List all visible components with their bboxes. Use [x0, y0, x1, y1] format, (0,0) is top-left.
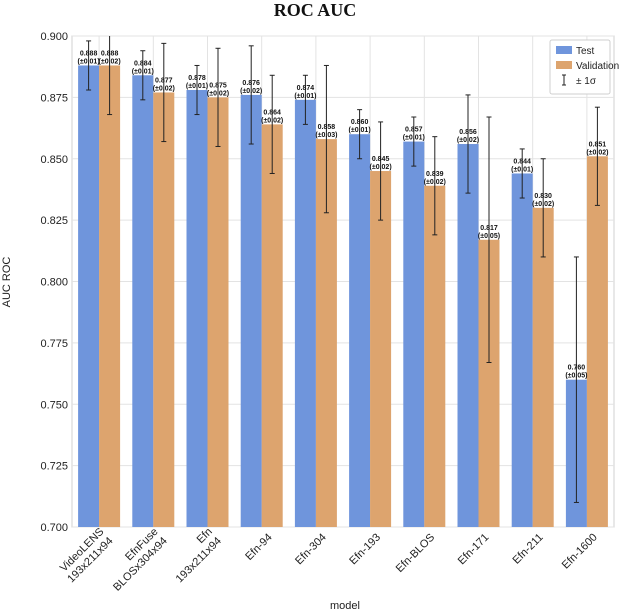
bar-test-2	[186, 90, 208, 527]
x-tick-text: Efn-BLOS	[394, 531, 438, 575]
x-axis-label: model	[330, 600, 360, 611]
data-label-validation-7: 0.817 (±0.05)	[478, 225, 500, 240]
x-tick-label-9: Efn-1600	[560, 531, 600, 571]
y-tick-label: 0.700	[40, 522, 68, 534]
x-tick-label-3: Efn-94	[243, 531, 274, 562]
bar-validation-4	[315, 139, 337, 528]
legend: Test Validation ± 1σ	[549, 39, 619, 95]
bar-validation-9	[586, 156, 608, 528]
data-label-validation-5: 0.845 (±0.02)	[370, 156, 392, 171]
x-tick-text: Efn-1600	[560, 531, 600, 571]
x-tick-label-5: Efn-193	[347, 531, 383, 567]
data-label-test-1: 0.884 (±0.01)	[132, 60, 154, 75]
bar-test-3	[240, 94, 262, 528]
bar-validation-5	[370, 171, 392, 527]
x-tick-label-1: EfnFuseBLOSx304x94	[102, 526, 170, 594]
bar-validation-7	[478, 239, 500, 527]
y-tick-label: 0.825	[40, 215, 68, 227]
y-tick-label: 0.900	[40, 31, 68, 43]
y-tick-labels: 0.700 0.725 0.750 0.775 0.800 0.825 0.850 0.875…	[40, 31, 68, 534]
data-labels-layer: 0.888 (±0.01) 0.884 (±0.01)0.878 (±0.01) 0.87…	[78, 50, 609, 379]
data-label-validation-4: 0.858 (±0.03)	[315, 124, 337, 139]
x-tick-text: Efn-193	[347, 531, 383, 567]
y-tick-label: 0.875	[40, 92, 68, 104]
legend-label-0: Test	[576, 46, 595, 57]
x-tick-text: Efn-171	[456, 531, 492, 567]
x-tick-labels: VideoLENS193x211x94 EfnFuseBLOSx304x94 Efn…	[56, 526, 600, 594]
data-label-validation-0: 0.888 (±0.02)	[99, 50, 121, 65]
x-tick-label-7: Efn-171	[456, 531, 492, 567]
legend-label-1: Validation	[576, 61, 619, 72]
x-tick-label-8: Efn-211	[510, 531, 545, 566]
bar-test-7	[457, 144, 479, 527]
x-tick-text: EfnFuseBLOSx304x94	[102, 526, 170, 594]
data-label-test-8: 0.844 (±0.01)	[511, 158, 533, 173]
legend-swatch-0	[556, 46, 572, 54]
bar-validation-8	[532, 207, 554, 527]
legend-swatch-1	[556, 61, 572, 69]
bar-test-5	[349, 134, 371, 527]
y-tick-label: 0.850	[40, 154, 68, 166]
data-label-validation-8: 0.830 (±0.02)	[532, 193, 554, 208]
data-label-validation-2: 0.875 (±0.02)	[207, 82, 229, 97]
bar-test-4	[294, 99, 316, 527]
bar-validation-6	[424, 185, 446, 527]
x-tick-text: VideoLENS193x211x94	[56, 526, 115, 585]
data-label-validation-1: 0.877 (±0.02)	[153, 77, 175, 92]
bar-validation-3	[261, 124, 283, 527]
data-label-test-0: 0.888 (±0.01)	[78, 50, 100, 65]
y-tick-label: 0.775	[40, 338, 68, 350]
x-tick-label-4: Efn-304	[293, 531, 329, 567]
y-tick-label: 0.750	[40, 399, 68, 411]
y-tick-label: 0.800	[40, 277, 68, 289]
bar-test-1	[132, 75, 154, 527]
y-tick-label: 0.725	[40, 461, 68, 473]
data-label-test-6: 0.857 (±0.01)	[403, 127, 425, 142]
x-tick-text: Efn-211	[510, 531, 545, 566]
data-label-validation-3: 0.864 (±0.02)	[261, 109, 283, 124]
x-tick-text: Efn-304	[293, 531, 329, 567]
data-label-test-3: 0.876 (±0.02)	[240, 80, 262, 95]
data-label-validation-6: 0.839 (±0.02)	[424, 171, 446, 186]
data-label-validation-9: 0.851 (±0.02)	[586, 141, 608, 156]
bar-test-8	[511, 173, 533, 528]
x-tick-label-2: Efn193x211x94	[164, 526, 224, 585]
bar-validation-1	[153, 92, 175, 527]
data-label-test-7: 0.856 (±0.02)	[457, 129, 479, 144]
bar-test-0	[78, 65, 100, 528]
chart-title: ROC AUC	[274, 0, 357, 20]
data-label-test-5: 0.860 (±0.01)	[349, 119, 371, 134]
x-tick-label-0: VideoLENS193x211x94	[56, 526, 116, 585]
bars-layer	[78, 65, 608, 528]
x-tick-label-6: Efn-BLOS	[394, 531, 438, 575]
legend-label-2: ± 1σ	[576, 76, 597, 87]
data-label-test-4: 0.874 (±0.01)	[294, 85, 316, 100]
x-tick-text: Efn-94	[243, 531, 274, 562]
x-tick-text: Efn193x211x94	[164, 526, 223, 585]
bar-test-6	[403, 141, 425, 527]
y-axis-label: AUC ROC	[1, 257, 13, 308]
data-label-test-9: 0.760 (±0.05)	[565, 365, 587, 380]
errorbars-layer	[86, 36, 600, 503]
bar-validation-2	[207, 97, 229, 527]
bar-validation-0	[99, 65, 121, 528]
data-label-test-2: 0.878 (±0.01)	[186, 75, 208, 90]
